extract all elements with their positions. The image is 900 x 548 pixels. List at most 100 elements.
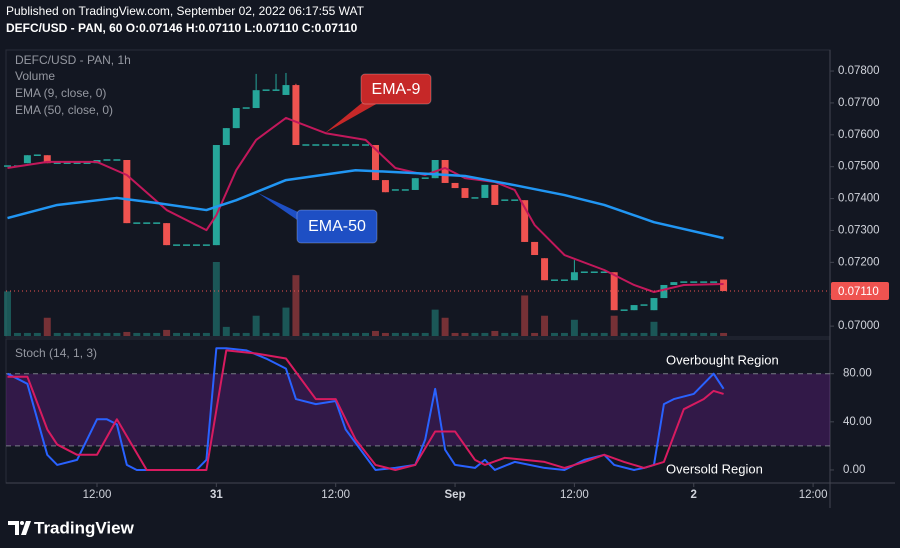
candle-body [4,165,11,167]
volume-bar [4,291,11,336]
candle [342,144,350,146]
x-tick-label: Sep [445,489,466,501]
candle-body [650,298,658,311]
candle [163,223,171,246]
volume-bar [362,332,370,336]
volume-bar [282,307,290,336]
volume-bar [143,332,151,336]
volume-bar [610,315,618,336]
candle-body [232,108,240,129]
volume-bar [23,332,31,336]
candle-body [600,271,608,273]
candle [600,271,608,273]
volume-bar [222,326,230,336]
candle [113,159,121,161]
indicator-line [7,168,724,240]
candle [202,244,210,246]
candle-body [640,304,648,306]
candle [680,281,688,283]
callout-box [296,209,378,244]
symbol-line: DEFC/USD - PAN, 60 O:0.07146 H:0.07110 L… [6,21,358,35]
axis-layer: 0.070000.071000.072000.073000.074000.075… [83,65,889,501]
candle-body [103,159,111,161]
candle-body [411,178,419,190]
candle [710,281,718,283]
volume-bar [630,332,638,336]
candle-body [551,279,558,281]
candle [153,222,161,224]
candle [401,189,409,191]
x-tick-label: 12:00 [560,489,589,501]
volume-bar [560,332,568,336]
volume-bar [491,330,499,336]
candle [700,281,708,283]
candle-body [680,281,688,283]
y-tick-label: 40.00 [843,416,872,428]
candle-body [222,128,230,146]
candle [192,244,200,246]
volume-bar [202,332,210,336]
candle-body [660,284,668,299]
candle-body [113,159,121,161]
volume-bar [531,332,539,336]
candle [312,144,320,146]
logo-text: TradingView [34,518,135,537]
candle-body [342,144,350,146]
candle-body [53,162,61,164]
candle-body [451,182,459,189]
candle-body [133,222,141,224]
logo-dot [20,521,24,525]
candle [411,178,419,190]
candle-body [143,222,151,224]
volume-bar [173,332,181,336]
candle [620,309,628,311]
candle [590,271,598,273]
callout-arrow [258,193,306,226]
candle [123,160,131,224]
volume-bar [33,332,41,336]
callout-arrow [325,98,378,133]
candle-body [670,282,678,285]
candle-body [362,144,370,146]
volume-bar [13,332,21,336]
candle-body [252,90,260,109]
volume-bar [620,332,628,336]
region-band [6,373,830,446]
volume-bar [272,332,280,336]
y-tick-label: 0.07700 [838,97,880,109]
candle-body [521,200,529,242]
volume-bar [103,332,111,336]
candle [421,177,429,179]
candle [173,244,181,246]
candle-body [372,145,379,181]
candle [352,144,360,146]
candle [471,197,479,199]
volume-bar [511,332,519,336]
candle-body [401,189,409,191]
volume-bar [123,331,131,336]
volume-bar [302,332,310,336]
candle [630,305,638,311]
volume-bar [113,332,121,336]
candle [33,154,41,156]
y-tick-label: 0.00 [843,464,865,476]
candle-body [560,279,568,281]
candle-body [242,107,250,109]
candle-body [43,155,51,164]
candle [143,222,151,224]
candle [232,108,240,129]
candle-body [63,162,71,164]
volume-bar [441,317,449,336]
x-tick-label: 12:00 [321,489,350,501]
candle-body [491,184,499,205]
candle-body [431,160,439,179]
candle [332,144,340,146]
volume-bar [342,332,350,336]
stoch-title: Stoch (14, 1, 3) [15,346,97,360]
volume-bar [262,332,270,336]
y-tick-label: 0.07600 [838,129,880,141]
candle [481,184,489,198]
oversold-label: Oversold Region [666,461,763,476]
candle [451,182,459,189]
